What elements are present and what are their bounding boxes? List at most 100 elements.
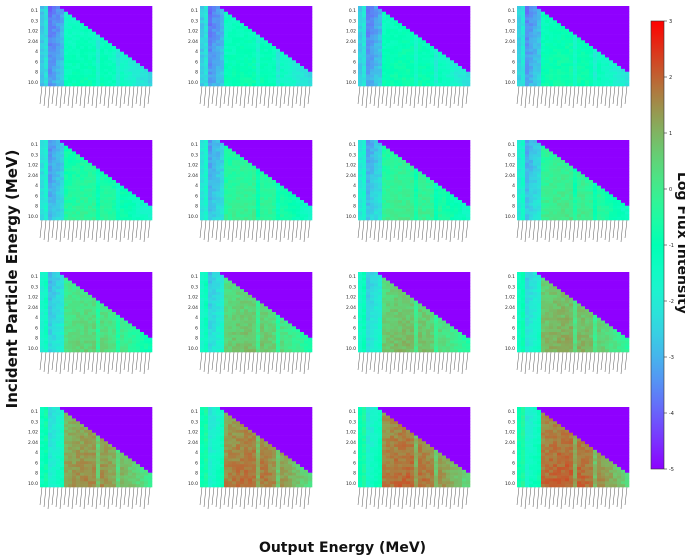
heatmap-cell: [140, 12, 144, 15]
heatmap-cell: [374, 52, 378, 55]
heatmap-cell: [100, 166, 104, 169]
y-tick-label: 4: [195, 183, 198, 189]
heatmap-cell: [132, 157, 136, 160]
heatmap-cell: [244, 49, 248, 52]
heatmap-cell: [204, 166, 208, 169]
heatmap-cell: [264, 15, 268, 18]
heatmap-cell: [410, 32, 414, 35]
heatmap-cell: [304, 43, 308, 46]
heatmap-cell: [609, 72, 613, 75]
heatmap-cell: [144, 46, 148, 49]
heatmap-cell: [100, 15, 104, 18]
heatmap-cell: [220, 149, 224, 152]
heatmap-cell: [533, 52, 537, 55]
heatmap-cell: [208, 194, 212, 197]
heatmap-cell: [244, 194, 248, 197]
heatmap-cell: [80, 12, 84, 15]
heatmap-cell: [280, 169, 284, 172]
heatmap-cell: [442, 20, 446, 23]
heatmap-cell: [132, 17, 136, 20]
heatmap-cell: [204, 189, 208, 192]
heatmap-cell: [292, 140, 296, 143]
heatmap-cell: [128, 29, 132, 32]
heatmap-cell: [204, 9, 208, 12]
heatmap-cell: [605, 66, 609, 69]
heatmap-cell: [148, 12, 152, 15]
heatmap-cell: [80, 214, 84, 217]
heatmap-cell: [394, 9, 398, 12]
heatmap-cell: [605, 46, 609, 49]
heatmap-cell: [240, 169, 244, 172]
heatmap-cell: [557, 17, 561, 20]
heatmap-cell: [601, 17, 605, 20]
heatmap-cell: [422, 57, 426, 60]
heatmap-cell: [557, 63, 561, 66]
heatmap-cell: [244, 32, 248, 35]
heatmap-cell: [40, 169, 44, 172]
heatmap-cell: [228, 163, 232, 166]
heatmap-cell: [446, 15, 450, 18]
heatmap-cell: [517, 15, 521, 18]
heatmap-cell: [60, 23, 64, 26]
heatmap-cell: [561, 12, 565, 15]
heatmap-cell: [244, 151, 248, 154]
heatmap-cell: [240, 23, 244, 26]
heatmap-cell: [442, 140, 446, 143]
heatmap-cell: [224, 197, 228, 200]
heatmap-cell: [252, 60, 256, 63]
heatmap-cell: [300, 169, 304, 172]
heatmap-cell: [124, 29, 128, 32]
heatmap-cell: [60, 83, 64, 86]
heatmap-cell: [541, 9, 545, 12]
heatmap-cell: [140, 149, 144, 152]
y-tick-label: 0.3: [31, 152, 38, 158]
heatmap-cell: [108, 43, 112, 46]
heatmap-cell: [128, 57, 132, 60]
heatmap-cell: [593, 20, 597, 23]
heatmap-cell: [48, 200, 52, 203]
heatmap-cell: [462, 143, 466, 146]
heatmap-cell: [617, 83, 621, 86]
heatmap-cell: [268, 37, 272, 40]
heatmap-cell: [80, 151, 84, 154]
heatmap-cell: [593, 40, 597, 43]
heatmap-cell: [96, 189, 100, 192]
heatmap-cell: [284, 160, 288, 163]
heatmap-cell: [144, 83, 148, 86]
heatmap-cell: [224, 166, 228, 169]
heatmap-cell: [108, 12, 112, 15]
heatmap-cell: [593, 17, 597, 20]
heatmap-cell: [382, 43, 386, 46]
heatmap-cell: [585, 9, 589, 12]
heatmap-cell: [462, 9, 466, 12]
heatmap-cell: [132, 180, 136, 183]
heatmap-cell: [208, 66, 212, 69]
heatmap-cell: [422, 72, 426, 75]
heatmap-cell: [304, 157, 308, 160]
heatmap-cell: [144, 77, 148, 80]
heatmap-cell: [617, 32, 621, 35]
heatmap-panel-r2-c1: 0.10.31.022.0446810.0: [28, 140, 152, 242]
heatmap-cell: [216, 75, 220, 78]
heatmap-cell: [284, 52, 288, 55]
heatmap-cell: [248, 171, 252, 174]
heatmap-cell: [276, 186, 280, 189]
heatmap-cell: [240, 149, 244, 152]
heatmap-cell: [549, 17, 553, 20]
heatmap-cell: [378, 6, 382, 9]
y-tick-label: 8: [35, 70, 38, 76]
heatmap-cell: [370, 49, 374, 52]
heatmap-cell: [84, 60, 88, 63]
heatmap-cell: [446, 37, 450, 40]
heatmap-cell: [100, 49, 104, 52]
heatmap-cell: [390, 46, 394, 49]
heatmap-cell: [601, 80, 605, 83]
heatmap-cell: [260, 206, 264, 209]
heatmap-cell: [605, 83, 609, 86]
heatmap-cell: [557, 46, 561, 49]
heatmap-cell: [521, 46, 525, 49]
heatmap-cell: [284, 40, 288, 43]
heatmap-cell: [52, 151, 56, 154]
heatmap-cell: [220, 200, 224, 203]
x-tick-mark: [40, 220, 42, 238]
